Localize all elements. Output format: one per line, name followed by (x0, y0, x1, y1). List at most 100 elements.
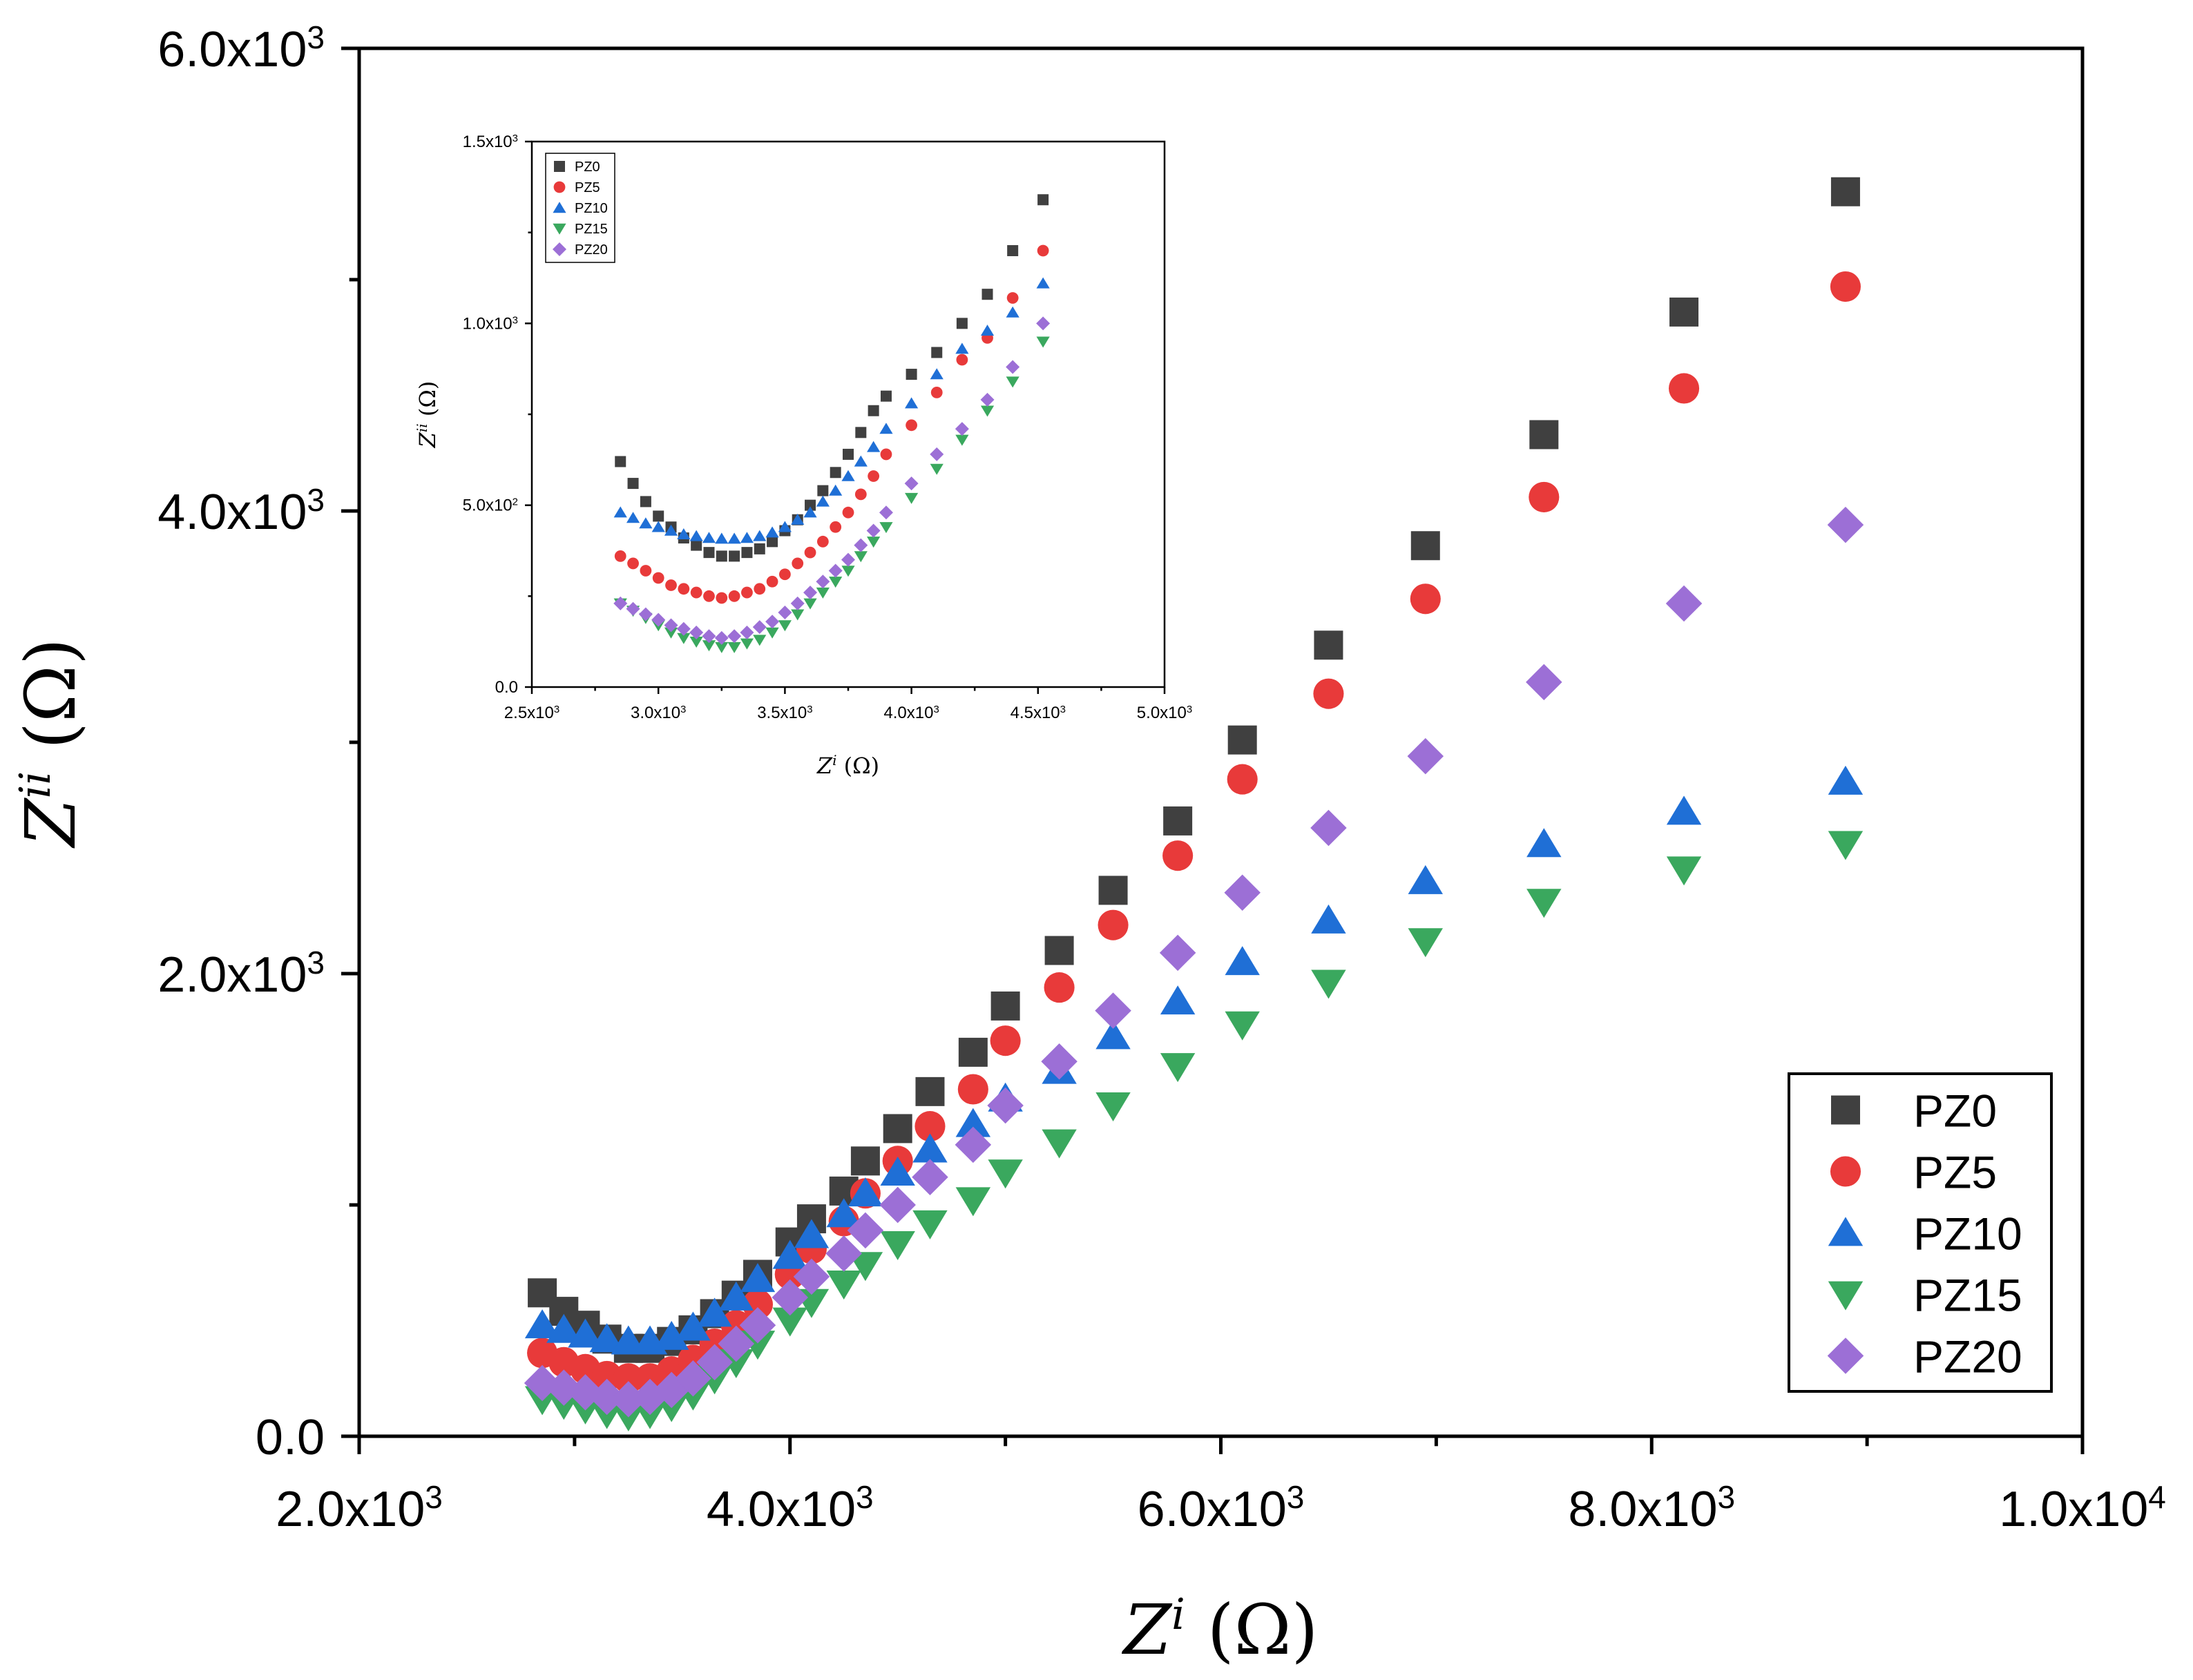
data-point-pz20 (651, 612, 666, 627)
data-point-pz10 (794, 1219, 830, 1248)
data-point-pz15 (1666, 856, 1702, 886)
data-point-pz10 (980, 325, 995, 336)
data-point-pz20 (752, 620, 767, 635)
data-point-pz15 (841, 566, 855, 577)
data-point-pz20 (676, 621, 691, 636)
data-point-pz5 (1410, 583, 1441, 615)
data-point-pz0 (880, 390, 892, 402)
data-point-pz5 (613, 1363, 644, 1394)
data-point-pz10 (740, 1263, 776, 1293)
data-point-pz5 (906, 419, 917, 432)
data-point-pz10 (524, 1309, 560, 1339)
data-point-pz10 (1408, 865, 1443, 894)
data-point-pz10 (955, 1108, 991, 1137)
y-axis-title: Zii (Ω) (414, 381, 441, 449)
data-point-pz15 (854, 551, 868, 563)
data-point-pz20 (714, 630, 729, 645)
data-point-pz10 (778, 521, 792, 532)
data-point-pz15 (765, 627, 779, 639)
data-point-pz10 (930, 368, 944, 380)
data-point-pz5 (665, 579, 677, 591)
data-point-pz10 (589, 1323, 624, 1353)
data-point-pz20 (1827, 506, 1864, 543)
data-point-pz0 (1669, 297, 1699, 327)
data-point-pz20 (740, 626, 754, 639)
data-point-pz0 (868, 405, 879, 416)
data-point-pz15 (740, 1331, 776, 1360)
data-point-pz20 (1665, 585, 1703, 622)
legend-marker-pz10 (1828, 1217, 1864, 1246)
data-point-pz0 (653, 510, 664, 522)
data-point-pz15 (677, 633, 691, 644)
data-point-pz15 (955, 434, 969, 446)
legend-label-pz20: PZ20 (575, 242, 608, 258)
legend-label-pz0: PZ0 (1913, 1085, 1997, 1137)
data-point-pz15 (867, 537, 881, 548)
data-point-pz10 (613, 506, 627, 518)
data-point-pz15 (980, 405, 995, 417)
data-point-pz15 (778, 620, 792, 632)
data-point-pz0 (958, 1037, 988, 1067)
data-point-pz5 (1227, 764, 1258, 795)
legend-label-pz5: PZ5 (575, 180, 600, 195)
legend-label-pz5: PZ5 (1913, 1147, 1997, 1198)
data-point-pz10 (753, 530, 767, 541)
data-point-pz15 (826, 1271, 861, 1300)
data-point-pz5 (1098, 909, 1129, 940)
data-point-pz20 (702, 629, 716, 644)
data-point-pz10 (1095, 1020, 1131, 1050)
x-axis-title: Zi (Ω) (1121, 1589, 1318, 1671)
data-point-pz0 (741, 547, 753, 559)
data-point-pz10 (676, 1311, 711, 1341)
legend-marker-pz5 (1830, 1156, 1861, 1187)
data-point-pz0 (843, 448, 854, 460)
x-tick-label: 3.5x103 (757, 704, 812, 723)
data-point-pz10 (546, 1313, 582, 1343)
data-point-pz10 (568, 1318, 603, 1348)
data-point-pz10 (765, 526, 779, 538)
x-tick-label: 4.0x103 (883, 704, 939, 723)
data-point-pz5 (956, 354, 968, 366)
legend-marker-pz20 (1827, 1338, 1864, 1374)
data-point-pz15 (689, 636, 703, 648)
data-point-pz15 (829, 577, 843, 588)
data-point-pz5 (652, 572, 664, 584)
data-point-pz10 (816, 495, 830, 507)
data-point-pz20 (1036, 316, 1051, 331)
y-axis-title: Zii (Ω) (10, 638, 92, 849)
data-point-pz10 (718, 1281, 754, 1311)
data-point-pz20 (626, 601, 640, 616)
data-point-pz5 (868, 470, 880, 482)
data-point-pz5 (678, 583, 690, 595)
data-point-pz15 (955, 1187, 991, 1217)
data-point-pz15 (1311, 969, 1346, 999)
data-point-pz10 (727, 532, 741, 544)
data-point-pz15 (791, 609, 805, 621)
data-point-pz20 (696, 1344, 733, 1381)
data-point-pz20 (955, 1126, 992, 1164)
data-point-pz20 (1159, 934, 1196, 972)
data-point-pz0 (1098, 876, 1128, 905)
y-tick-label: 4.0x103 (157, 482, 325, 540)
data-point-pz0 (1163, 806, 1193, 836)
data-point-pz5 (842, 506, 854, 519)
data-point-pz10 (847, 1177, 883, 1207)
legend-marker-pz0 (1831, 1095, 1860, 1125)
data-point-pz20 (765, 615, 780, 629)
legend-label-pz10: PZ10 (575, 201, 608, 216)
data-point-pz0 (754, 543, 765, 554)
data-point-pz20 (854, 538, 868, 552)
data-point-pz20 (879, 1186, 916, 1224)
data-point-pz20 (718, 1325, 755, 1362)
data-point-pz0 (767, 536, 778, 548)
data-point-pz15 (1408, 928, 1443, 958)
data-point-pz10 (880, 1157, 915, 1186)
data-point-pz5 (690, 586, 702, 599)
data-point-pz15 (664, 627, 678, 639)
data-point-pz15 (1095, 1092, 1131, 1122)
data-point-pz0 (691, 539, 702, 551)
data-point-pz0 (915, 1076, 945, 1106)
data-point-pz0 (817, 485, 829, 496)
data-point-pz10 (1160, 985, 1196, 1015)
data-point-pz20 (930, 447, 944, 461)
